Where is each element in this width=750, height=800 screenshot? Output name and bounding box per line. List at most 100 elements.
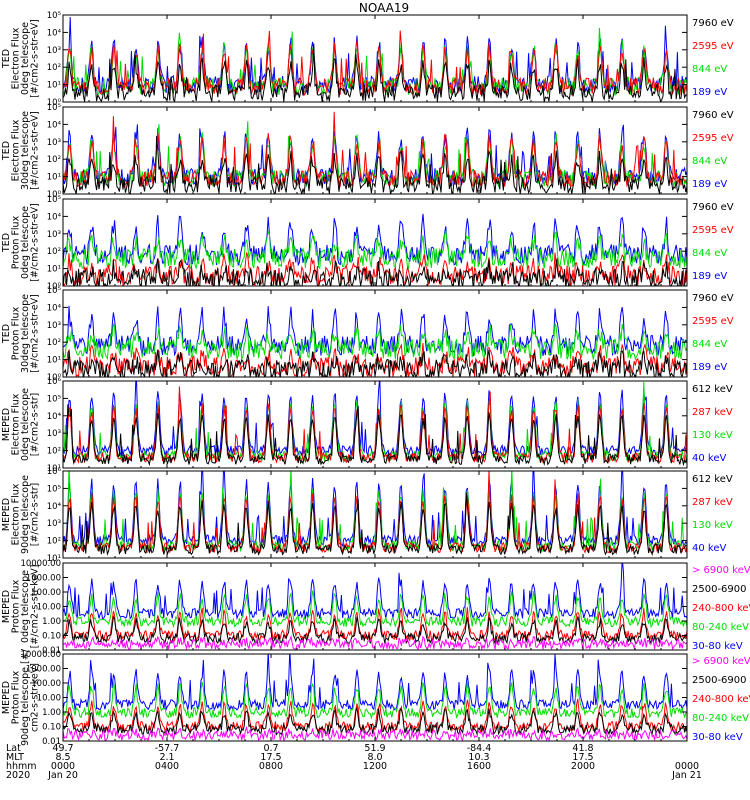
y-tick-label: 1.00 <box>42 708 61 718</box>
legend-entry: 130 keV <box>692 430 733 441</box>
y-tick-label: 10¹ <box>47 554 61 564</box>
y-tick-label: 10⁴ <box>47 502 62 512</box>
legend-entry: 240-800 keV <box>692 603 750 614</box>
ephemeris-row-label: hhmm <box>6 761 37 772</box>
y-axis-title-line: MEPED <box>1 498 12 531</box>
y-axis-title-line: [#/cm2-s-str-eV] <box>30 294 41 373</box>
y-axis-title-line: TED <box>1 324 12 344</box>
ephemeris-value: 1600 <box>467 761 491 772</box>
panel-traces <box>63 654 687 741</box>
panel-8: 0.010.101.0010.00100.001000.0010000.00ME… <box>1 648 750 747</box>
legend-entry: > 6900 keV <box>692 565 750 576</box>
y-tick-label: 1.00 <box>42 617 61 627</box>
y-tick-label: 1000.00 <box>26 574 61 584</box>
y-tick-label: 10⁴ <box>47 28 62 38</box>
y-axis-title-line: 90deg telescope <box>20 475 31 554</box>
y-tick-label: 10000.00 <box>20 559 61 569</box>
y-tick-label: 100.00 <box>31 588 61 598</box>
panel-traces <box>63 381 687 467</box>
y-axis-title-line: cm2-s-str-keV] <box>30 663 41 732</box>
y-tick-label: 10¹ <box>47 81 61 91</box>
trace-2500-6900 <box>63 706 687 736</box>
y-tick-label: 10² <box>47 338 61 348</box>
y-tick-label: 0.10 <box>42 723 61 733</box>
y-axis-title-line: Electron Flux <box>11 393 22 455</box>
y-tick-label: 10³ <box>47 138 61 148</box>
ephemeris-value: 51.9 <box>364 743 385 754</box>
y-axis-title-line: [#/cm2-s-str-eV] <box>30 111 41 190</box>
ephemeris-value: 1200 <box>363 761 387 772</box>
y-tick-label: 1000.00 <box>26 665 61 675</box>
y-axis-title-line: TED <box>1 233 12 253</box>
legend-entry: 240-800 keV <box>692 694 750 705</box>
legend-entry: 189 eV <box>692 179 727 190</box>
y-tick-label: 10⁵ <box>47 195 61 205</box>
trace-612-kev <box>63 492 687 557</box>
panel-4: 10⁰ 10¹ 10² 10³ 10⁴ 10⁵ TEDProton Flux30deg te… <box>1 286 734 383</box>
ephemeris-value: 8.0 <box>367 752 382 763</box>
trace-240-800-kev <box>63 607 687 643</box>
y-tick-label: 10² <box>47 63 61 73</box>
y-axis-title-line: TED <box>1 49 12 69</box>
legend-entry: 2595 eV <box>692 41 734 52</box>
y-tick-label: 10³ <box>47 230 61 240</box>
y-tick-label: 10³ <box>47 321 61 331</box>
legend-entry: 612 keV <box>692 474 733 485</box>
y-tick-label: 10.00 <box>37 694 61 704</box>
y-tick-label: 0.10 <box>42 632 61 642</box>
ephemeris-value: 10.3 <box>468 752 489 763</box>
trace-80-240-kev <box>63 681 687 720</box>
y-axis-title-line: [#/cm2-s-str-eV] <box>30 19 41 98</box>
legend-entry: 2595 eV <box>692 133 734 144</box>
y-tick-label: 10⁴ <box>47 120 62 130</box>
y-tick-label: 10³ <box>47 46 61 56</box>
y-axis-title-line: 0deg telescope <box>20 22 31 95</box>
y-tick-label: 10⁴ <box>47 212 62 222</box>
trace-30-80-kev <box>63 654 687 712</box>
y-axis-title-line: Proton Flux <box>11 579 22 633</box>
legend-entry: 844 eV <box>692 64 727 75</box>
ephemeris-value: 0.7 <box>263 743 278 754</box>
panel-6: 10¹ 10² 10³ 10⁴ 10⁵ 10⁶ MEPEDElectron Flux90de… <box>1 467 733 564</box>
y-tick-label: 10⁶ <box>47 467 62 477</box>
panel-traces <box>63 471 687 557</box>
y-tick-label: 0.01 <box>42 646 61 656</box>
y-tick-label: 10⁵ <box>47 484 61 494</box>
trace-189-ev <box>63 305 687 357</box>
trace-189-ev <box>63 124 687 187</box>
ephemeris-value: 0000 <box>51 761 75 772</box>
legend-entry: 40 keV <box>692 543 726 554</box>
ephemeris-value: Jan 21 <box>671 770 702 781</box>
y-tick-label: 100.00 <box>31 679 61 689</box>
panel-1: 10⁰ 10¹ 10² 10³ 10⁴ 10⁵ TEDElectron Flux0deg t… <box>1 11 734 108</box>
y-axis-title-line: Electron Flux <box>11 483 22 545</box>
ephemeris-row-label: 2020 <box>6 770 30 781</box>
y-axis-title: TEDElectron Flux0deg telescope[#/cm2-s-s… <box>1 19 41 98</box>
y-axis-title-line: [#/cm2-s-str-eV] <box>30 203 41 282</box>
y-axis-title-line: 90deg telescope [#/ <box>20 648 31 746</box>
legend-entry: 189 eV <box>692 271 727 282</box>
legend-entry: 130 keV <box>692 520 733 531</box>
ephemeris-value: 0400 <box>155 761 179 772</box>
legend-entry: 7960 eV <box>692 110 734 121</box>
panel-5: 10¹ 10² 10³ 10⁴ 10⁵ 10⁶ MEPEDElectron Flux0deg… <box>1 377 733 474</box>
y-axis-title: MEPEDElectron Flux0deg telescope[#/cm2-s… <box>1 388 41 461</box>
trace-287-kev <box>63 471 687 555</box>
legend-entry: 189 eV <box>692 87 727 98</box>
panel-3: 10⁰ 10¹ 10² 10³ 10⁴ 10⁵ TEDProton Flux0deg tel… <box>1 195 734 292</box>
ephemeris-value: 49.7 <box>52 743 73 754</box>
legend-entry: 287 keV <box>692 407 733 418</box>
legend-entry: 7960 eV <box>692 293 734 304</box>
y-tick-label: 0.01 <box>42 737 61 747</box>
panel-2: 10⁰ 10¹ 10² 10³ 10⁴ 10⁵ TEDElectron Flux30deg … <box>1 103 734 200</box>
y-tick-label: 10⁵ <box>47 286 61 296</box>
legend-entry: 80-240 keV <box>692 622 749 633</box>
y-axis-title: TEDProton Flux0deg telescope[#/cm2-s-str… <box>1 203 41 282</box>
y-axis-title: MEPEDProton Flux90deg telescope [#/cm2-s… <box>1 648 41 746</box>
ephemeris-value: 41.8 <box>572 743 593 754</box>
ephemeris-value: 2.1 <box>159 752 174 763</box>
y-axis-title-line: TED <box>1 141 12 161</box>
y-axis-title: MEPEDProton Flux0deg telescope[#/cm2-s-s… <box>1 565 41 649</box>
